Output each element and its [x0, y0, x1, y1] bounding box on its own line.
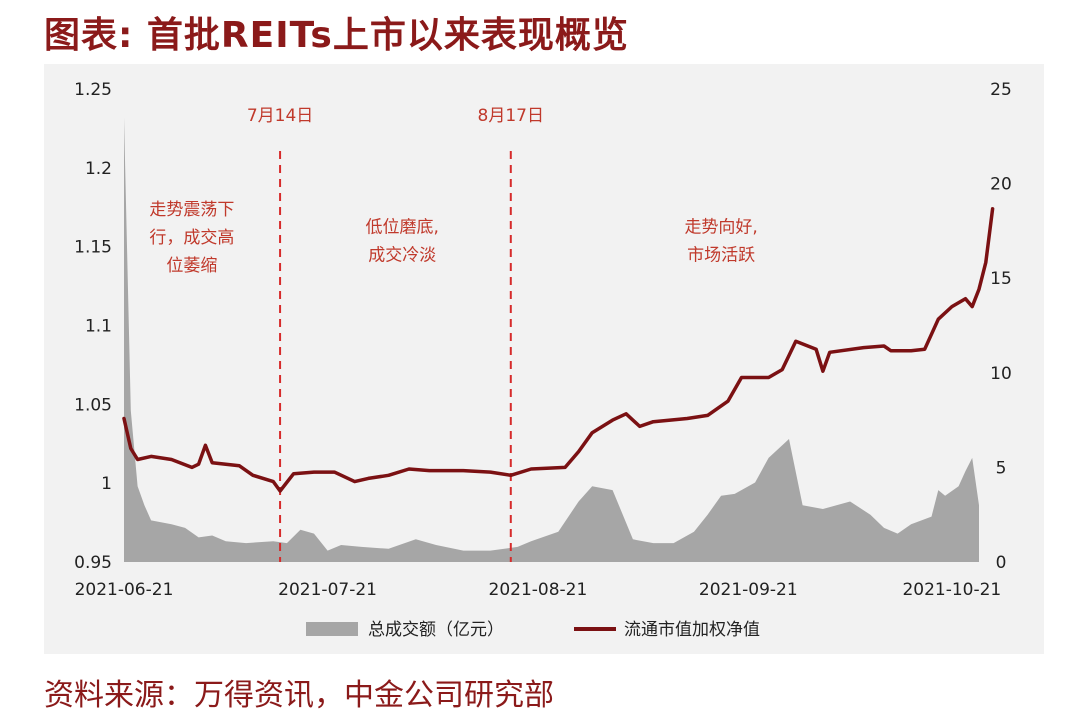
right-axis-tick: 0	[996, 553, 1007, 573]
right-axis-tick: 15	[990, 269, 1012, 289]
marker-label: 8月17日	[478, 106, 544, 126]
left-axis-tick: 1.25	[74, 80, 112, 100]
annotation-text: 行，成交高	[149, 228, 234, 248]
annotation-text: 市场活跃	[687, 245, 755, 265]
left-axis-tick: 1.1	[85, 317, 112, 337]
x-axis-tick: 2021-07-21	[278, 580, 377, 600]
annotation-text: 低位磨底,	[366, 217, 439, 237]
source-note: 资料来源：万得资讯，中金公司研究部	[44, 678, 554, 713]
annotation-text: 位萎缩	[166, 256, 217, 276]
x-axis-tick: 2021-10-21	[902, 580, 1001, 600]
series-area-turnover	[124, 117, 979, 563]
right-axis-tick: 5	[996, 458, 1007, 478]
left-axis-tick: 1.15	[74, 238, 112, 258]
annotation-text: 走势向好,	[684, 217, 757, 237]
legend-swatch-area	[306, 622, 358, 636]
right-axis-tick: 20	[990, 175, 1012, 195]
annotation-text: 走势震荡下	[149, 200, 234, 220]
annotation-text: 成交冷淡	[368, 245, 436, 265]
chart-area: 7月14日 8月17日 0.95 1 1.05 1.1 1.15 1.2 1.25 0 5 10 15…	[44, 64, 1044, 654]
left-axis-tick: 1.05	[74, 395, 112, 415]
left-axis-tick: 0.95	[74, 553, 112, 573]
series-line-nav	[122, 207, 995, 493]
right-axis-tick: 25	[990, 80, 1012, 100]
left-axis-tick: 1	[101, 474, 112, 494]
chart-title: 图表: 首批REITs上市以来表现概览	[44, 15, 629, 56]
legend-label-area: 总成交额（亿元）	[368, 620, 504, 640]
x-axis-tick: 2021-06-21	[75, 580, 174, 600]
marker-label: 7月14日	[247, 106, 313, 126]
legend-label-line: 流通市值加权净值	[624, 620, 760, 640]
right-axis-tick: 10	[990, 364, 1012, 384]
x-axis-tick: 2021-08-21	[489, 580, 588, 600]
chart: 7月14日 8月17日 0.95 1 1.05 1.1 1.15 1.2 1.25 0 5 10 15…	[74, 80, 1012, 640]
left-axis-tick: 1.2	[85, 159, 112, 179]
x-axis-tick: 2021-09-21	[699, 580, 798, 600]
